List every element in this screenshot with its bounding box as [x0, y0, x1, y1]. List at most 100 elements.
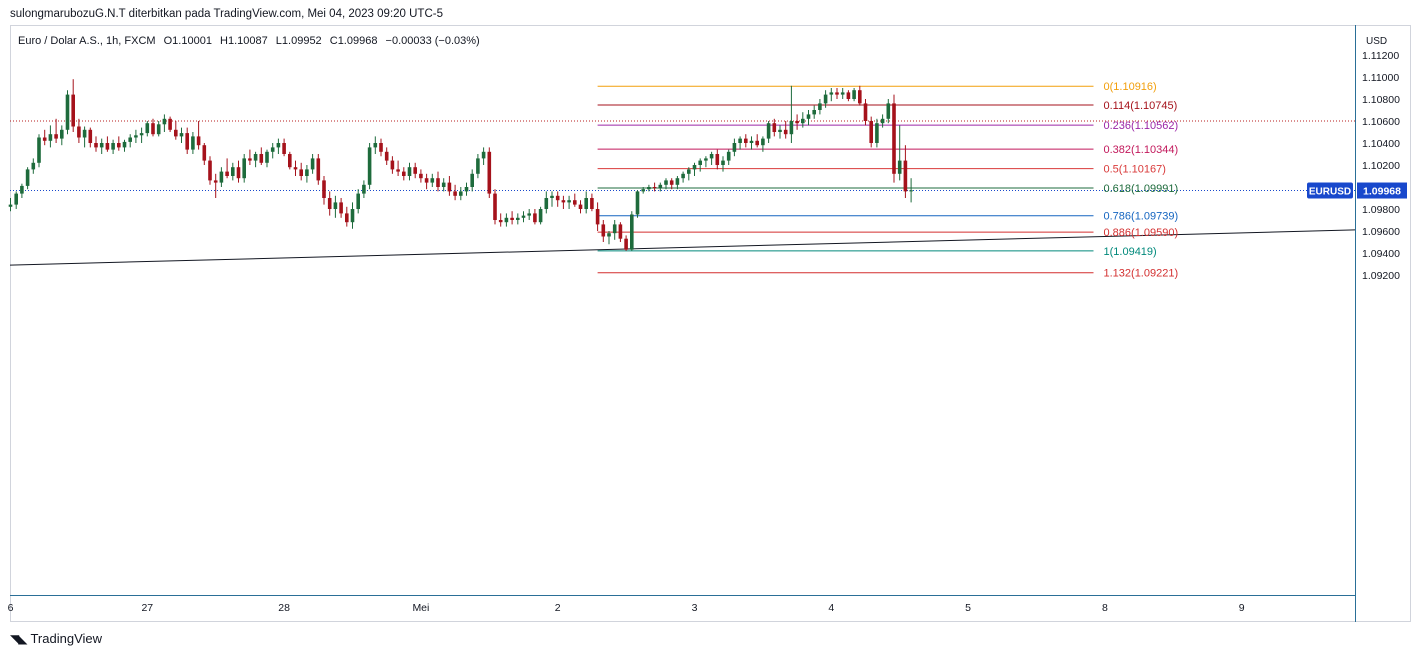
- candle[interactable]: [65, 90, 70, 135]
- candle[interactable]: [761, 136, 765, 152]
- candle[interactable]: [162, 114, 167, 132]
- candle[interactable]: [105, 136, 110, 152]
- candle[interactable]: [362, 180, 366, 198]
- candle[interactable]: [818, 99, 822, 115]
- candle[interactable]: [202, 143, 207, 165]
- candle[interactable]: [339, 198, 343, 218]
- candle[interactable]: [852, 88, 856, 102]
- candle[interactable]: [567, 195, 571, 209]
- candle[interactable]: [886, 99, 891, 124]
- candle[interactable]: [128, 134, 132, 148]
- candle[interactable]: [191, 132, 195, 154]
- candle[interactable]: [630, 211, 634, 251]
- candle[interactable]: [772, 118, 777, 137]
- candle[interactable]: [299, 162, 303, 181]
- candle[interactable]: [510, 211, 514, 225]
- candle[interactable]: [253, 151, 258, 168]
- candle[interactable]: [305, 165, 309, 183]
- candle[interactable]: [869, 116, 873, 148]
- price-axis-ticks[interactable]: 1.11200 1.11000 1.10800 1.10600 1.10400 1.102…: [1362, 50, 1400, 282]
- candle[interactable]: [413, 162, 417, 179]
- candle[interactable]: [179, 127, 184, 143]
- candle[interactable]: [561, 195, 566, 209]
- candles-layer[interactable]: [8, 79, 913, 251]
- candle[interactable]: [242, 154, 246, 183]
- candle[interactable]: [612, 220, 617, 240]
- candle[interactable]: [789, 85, 794, 143]
- time-axis-ticks[interactable]: 6 27 28 Mei 2 3 4 5 8 9: [8, 602, 1245, 614]
- candle[interactable]: [470, 169, 474, 192]
- candle[interactable]: [766, 121, 771, 143]
- candle[interactable]: [601, 220, 606, 242]
- candle[interactable]: [880, 114, 885, 128]
- candle[interactable]: [82, 126, 87, 148]
- candle[interactable]: [664, 178, 668, 190]
- candle[interactable]: [527, 209, 531, 220]
- candle[interactable]: [709, 151, 714, 165]
- candle[interactable]: [288, 151, 292, 170]
- candle[interactable]: [316, 154, 321, 185]
- candle[interactable]: [99, 138, 104, 154]
- candle[interactable]: [675, 176, 680, 190]
- candle[interactable]: [48, 125, 53, 148]
- candle[interactable]: [544, 191, 549, 214]
- candle[interactable]: [846, 90, 851, 102]
- candle[interactable]: [111, 139, 115, 154]
- candle[interactable]: [168, 116, 172, 132]
- candle[interactable]: [533, 209, 537, 225]
- candle[interactable]: [618, 222, 623, 242]
- candle[interactable]: [145, 121, 150, 137]
- candle[interactable]: [459, 187, 463, 201]
- candle[interactable]: [658, 182, 663, 192]
- candle[interactable]: [652, 182, 657, 192]
- candle[interactable]: [71, 79, 75, 132]
- candle[interactable]: [265, 149, 269, 168]
- candle[interactable]: [498, 213, 503, 227]
- candle[interactable]: [875, 118, 879, 148]
- tradingview-logo[interactable]: ◥◣ TradingView: [10, 631, 102, 646]
- candle[interactable]: [835, 88, 839, 99]
- candle[interactable]: [744, 134, 748, 148]
- candle[interactable]: [42, 129, 47, 146]
- candle[interactable]: [840, 88, 845, 99]
- candle[interactable]: [584, 191, 588, 214]
- candle[interactable]: [379, 138, 383, 157]
- candle[interactable]: [749, 136, 754, 150]
- candle[interactable]: [430, 173, 435, 187]
- candle[interactable]: [310, 154, 315, 174]
- candle[interactable]: [493, 189, 497, 225]
- candle[interactable]: [538, 206, 543, 225]
- candle[interactable]: [37, 134, 41, 168]
- candle[interactable]: [333, 195, 338, 218]
- candle[interactable]: [225, 158, 229, 179]
- candle[interactable]: [236, 160, 241, 183]
- candle[interactable]: [909, 178, 913, 203]
- candle[interactable]: [60, 125, 64, 146]
- candle[interactable]: [384, 147, 389, 165]
- candle[interactable]: [134, 129, 138, 143]
- candle[interactable]: [54, 118, 58, 143]
- candle[interactable]: [481, 147, 486, 165]
- candle[interactable]: [276, 138, 281, 154]
- candle[interactable]: [812, 105, 816, 119]
- candle[interactable]: [94, 136, 98, 152]
- candle[interactable]: [322, 176, 326, 205]
- candle[interactable]: [641, 187, 645, 194]
- candle[interactable]: [897, 125, 902, 181]
- candle[interactable]: [139, 127, 144, 143]
- candle[interactable]: [248, 149, 252, 165]
- trendline-layer[interactable]: [9, 229, 1356, 266]
- candle[interactable]: [783, 121, 788, 139]
- candle[interactable]: [447, 176, 452, 196]
- candle[interactable]: [367, 143, 372, 190]
- candle[interactable]: [669, 178, 674, 190]
- candle[interactable]: [122, 139, 127, 152]
- candle[interactable]: [755, 134, 759, 148]
- candle[interactable]: [681, 171, 685, 183]
- candle[interactable]: [704, 156, 708, 168]
- candle[interactable]: [219, 167, 224, 187]
- candle[interactable]: [476, 154, 480, 179]
- candle[interactable]: [801, 112, 805, 128]
- candle[interactable]: [624, 235, 628, 251]
